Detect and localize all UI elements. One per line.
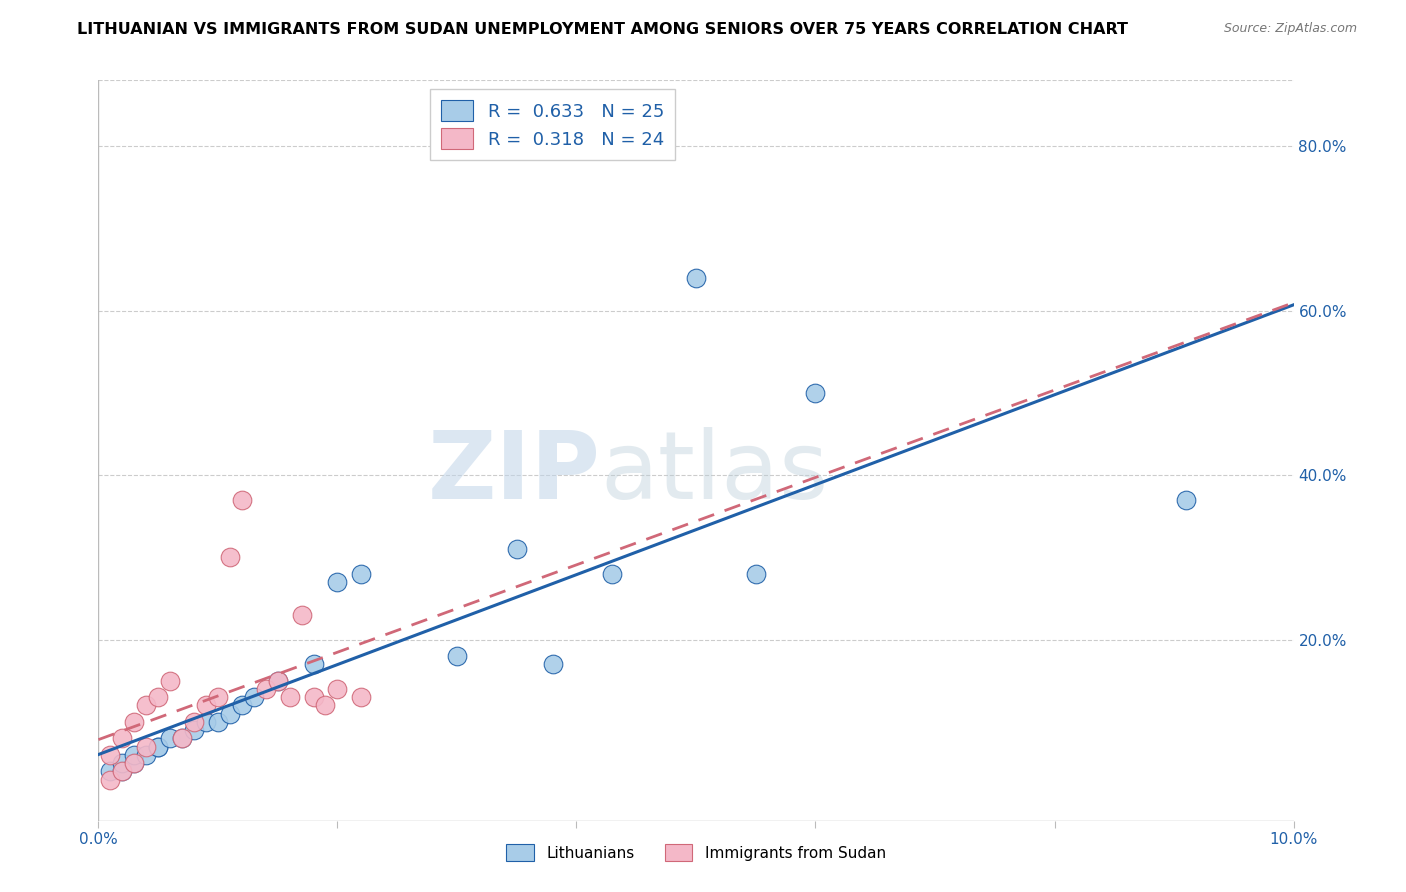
- Point: [804, 385, 827, 400]
- Point: [183, 714, 205, 729]
- Point: [148, 739, 170, 754]
- Point: [111, 764, 134, 779]
- Point: [98, 772, 122, 787]
- Point: [159, 731, 181, 746]
- Point: [183, 723, 205, 738]
- Point: [135, 747, 157, 762]
- Point: [159, 673, 181, 688]
- Point: [267, 673, 290, 688]
- Point: [135, 698, 157, 713]
- Point: [207, 690, 229, 705]
- Point: [111, 756, 134, 770]
- Point: [148, 739, 170, 754]
- Point: [172, 731, 194, 746]
- Point: [98, 747, 122, 762]
- Point: [602, 566, 624, 581]
- Point: [302, 657, 325, 672]
- Point: [326, 681, 349, 696]
- Point: [124, 747, 146, 762]
- Point: [243, 690, 266, 705]
- Point: [195, 714, 218, 729]
- Text: ZIP: ZIP: [427, 426, 600, 518]
- Point: [124, 756, 146, 770]
- Point: [219, 706, 242, 721]
- Text: atlas: atlas: [600, 426, 828, 518]
- Point: [745, 566, 768, 581]
- Point: [172, 731, 194, 746]
- Point: [291, 607, 314, 622]
- Point: [446, 649, 468, 664]
- Point: [135, 739, 157, 754]
- Point: [350, 566, 373, 581]
- Point: [148, 690, 170, 705]
- Point: [254, 681, 277, 696]
- Point: [541, 657, 564, 672]
- Point: [350, 690, 373, 705]
- Point: [111, 764, 134, 779]
- Text: LITHUANIAN VS IMMIGRANTS FROM SUDAN UNEMPLOYMENT AMONG SENIORS OVER 75 YEARS COR: LITHUANIAN VS IMMIGRANTS FROM SUDAN UNEM…: [77, 22, 1129, 37]
- Point: [207, 714, 229, 729]
- Point: [124, 756, 146, 770]
- Point: [685, 270, 707, 285]
- Point: [124, 714, 146, 729]
- Point: [302, 690, 325, 705]
- Point: [278, 690, 301, 705]
- Point: [506, 542, 529, 557]
- Point: [111, 731, 134, 746]
- Point: [98, 764, 122, 779]
- Text: Source: ZipAtlas.com: Source: ZipAtlas.com: [1223, 22, 1357, 36]
- Point: [1175, 492, 1198, 507]
- Point: [326, 575, 349, 590]
- Point: [315, 698, 337, 713]
- Point: [267, 673, 290, 688]
- Point: [231, 492, 253, 507]
- Legend: Lithuanians, Immigrants from Sudan: Lithuanians, Immigrants from Sudan: [499, 837, 893, 869]
- Point: [231, 698, 253, 713]
- Point: [219, 550, 242, 565]
- Point: [195, 698, 218, 713]
